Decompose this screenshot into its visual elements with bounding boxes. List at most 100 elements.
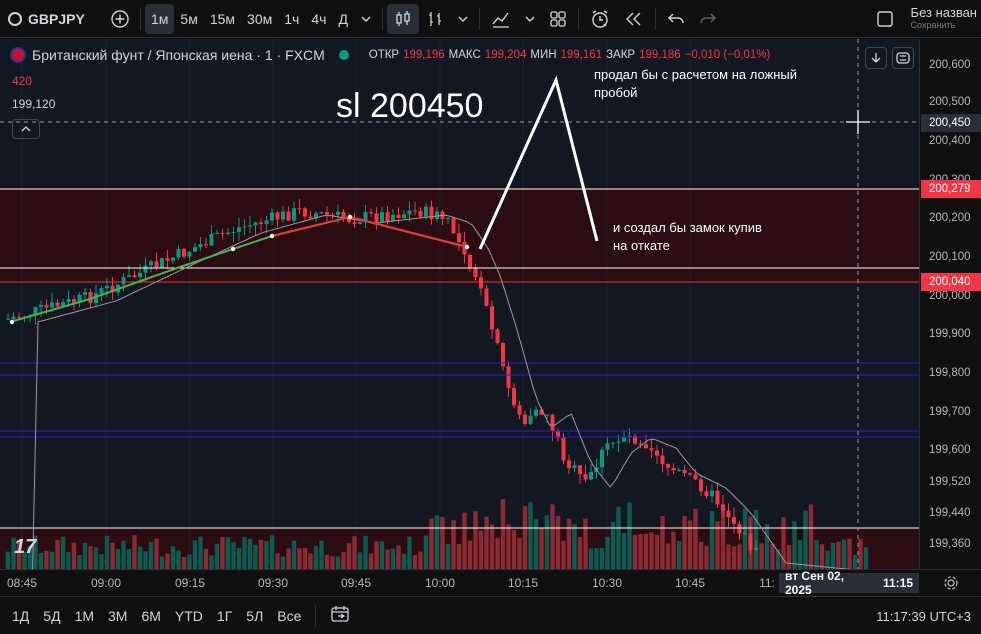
volume-bar bbox=[863, 547, 869, 569]
candle-body bbox=[385, 212, 390, 222]
indicators-button[interactable] bbox=[484, 4, 518, 34]
candle-body bbox=[446, 217, 450, 220]
chart-settings-button[interactable] bbox=[892, 47, 914, 69]
volume-bar bbox=[82, 542, 88, 569]
close-label: ЗАКР bbox=[606, 49, 636, 61]
toolbar-divider bbox=[140, 7, 141, 30]
volume-bar bbox=[159, 556, 165, 569]
replay-button[interactable] bbox=[617, 4, 651, 34]
candle-body bbox=[270, 212, 274, 221]
volume-bar bbox=[649, 532, 654, 569]
volume-bar bbox=[66, 551, 71, 569]
redo-button[interactable] bbox=[692, 4, 724, 34]
interval-4h[interactable]: 4ч bbox=[311, 10, 327, 27]
time-axis[interactable]: 08:45 09:00 09:15 09:30 09:45 10:00 10:1… bbox=[0, 569, 919, 597]
range-1d[interactable]: 1Д bbox=[12, 607, 30, 624]
candle-body bbox=[737, 523, 742, 534]
level-price-tag-white: 200,279 bbox=[921, 180, 981, 198]
chart-pane[interactable]: Британский фунт / Японская иена · 1 · FX… bbox=[0, 39, 919, 569]
candle-body bbox=[506, 366, 511, 389]
price-label: 200,000 bbox=[929, 290, 971, 302]
volume-bar bbox=[836, 541, 841, 569]
range-5d[interactable]: 5Д bbox=[43, 607, 61, 624]
indicator-value-2: 199,120 bbox=[12, 97, 56, 111]
undo-button[interactable] bbox=[660, 4, 692, 34]
layout-name-button[interactable]: Без назван Сохранить bbox=[911, 6, 977, 31]
volume-bar bbox=[456, 543, 462, 569]
volume-bar bbox=[599, 547, 605, 569]
open-value: 199,196 bbox=[403, 49, 445, 61]
range-all[interactable]: Все bbox=[277, 607, 302, 624]
interval-30m[interactable]: 30м bbox=[247, 10, 273, 27]
chart-type-dropdown[interactable] bbox=[451, 4, 475, 34]
price-axis[interactable]: 200,600 200,500 200,400 200,300 200,200 … bbox=[919, 39, 981, 569]
range-1y[interactable]: 1Г bbox=[216, 607, 233, 624]
candle-body bbox=[435, 211, 439, 220]
legend-collapse-button[interactable] bbox=[12, 119, 40, 139]
indicators-dropdown[interactable] bbox=[518, 4, 542, 34]
volume-bar bbox=[610, 521, 616, 569]
plus-circle-icon bbox=[111, 9, 129, 28]
range-ytd[interactable]: YTD bbox=[174, 607, 203, 624]
volume-bar bbox=[352, 536, 357, 569]
interval-1m[interactable]: 1м bbox=[145, 3, 175, 34]
calendar-icon bbox=[331, 606, 350, 622]
price-chart[interactable] bbox=[0, 39, 919, 569]
interval-5m[interactable]: 5м bbox=[180, 10, 198, 27]
candle-body bbox=[127, 275, 131, 278]
clock-timezone[interactable]: 11:17:39 UTC+3 bbox=[876, 608, 971, 624]
candle-body bbox=[297, 208, 302, 210]
range-1m[interactable]: 1М bbox=[74, 607, 95, 624]
time-label: 10:45 bbox=[674, 576, 706, 590]
candle-body bbox=[44, 304, 49, 308]
interval-1h[interactable]: 1ч bbox=[284, 10, 300, 27]
fullscreen-button[interactable] bbox=[869, 4, 901, 34]
gear-icon bbox=[943, 575, 958, 590]
volume-bar bbox=[709, 511, 715, 569]
symbol-search-button[interactable]: GBPJPY bbox=[0, 11, 104, 27]
candle-body bbox=[171, 257, 175, 261]
range-3m[interactable]: 3М bbox=[108, 607, 128, 624]
chart-legend: Британский фунт / Японская иена · 1 · FX… bbox=[10, 47, 770, 63]
volume-bar bbox=[682, 516, 687, 569]
scroll-to-latest-button[interactable] bbox=[865, 47, 887, 69]
volume-bar bbox=[775, 548, 781, 569]
range-6m[interactable]: 6М bbox=[141, 607, 161, 624]
candle-body bbox=[88, 292, 93, 304]
candle-body bbox=[429, 206, 434, 220]
candle-body bbox=[325, 212, 329, 215]
bar-chart-type-button[interactable] bbox=[419, 4, 451, 34]
volume-bar bbox=[165, 553, 170, 569]
volume-bar bbox=[429, 518, 434, 569]
layout-grid-button[interactable] bbox=[542, 4, 574, 34]
date-range-button[interactable] bbox=[330, 605, 350, 626]
candle-body bbox=[484, 288, 489, 306]
annotation-sell-note: продал бы с расчетом на ложный пробой bbox=[594, 66, 797, 102]
volume-bar bbox=[275, 553, 280, 569]
compare-symbol-button[interactable] bbox=[104, 4, 136, 34]
volume-bar bbox=[528, 502, 533, 569]
candle-body bbox=[528, 415, 533, 424]
candle-body bbox=[347, 218, 351, 223]
interval-dropdown[interactable] bbox=[354, 4, 378, 34]
volume-bar bbox=[5, 551, 11, 569]
toolbar-divider bbox=[315, 604, 317, 627]
volume-bar bbox=[385, 549, 390, 569]
candles-chart-type-button[interactable] bbox=[386, 3, 419, 34]
price-label: 200,400 bbox=[929, 135, 971, 147]
volume-bar bbox=[297, 548, 302, 569]
axis-settings-button[interactable] bbox=[920, 569, 981, 595]
volume-bar bbox=[181, 556, 187, 569]
interval-15m[interactable]: 15м bbox=[209, 10, 236, 27]
crosshair-date: вт Сен 02, 2025 bbox=[785, 569, 845, 597]
candle-body bbox=[407, 210, 412, 215]
bars-icon bbox=[428, 11, 441, 26]
volume-bar bbox=[737, 544, 742, 569]
low-label: МИН bbox=[530, 49, 557, 61]
time-label: 11: bbox=[759, 576, 775, 590]
alert-button[interactable] bbox=[583, 4, 617, 34]
candle-body bbox=[743, 533, 747, 535]
interval-1d[interactable]: Д bbox=[338, 10, 348, 27]
range-5y[interactable]: 5Л bbox=[246, 607, 264, 624]
undo-icon bbox=[667, 13, 684, 23]
